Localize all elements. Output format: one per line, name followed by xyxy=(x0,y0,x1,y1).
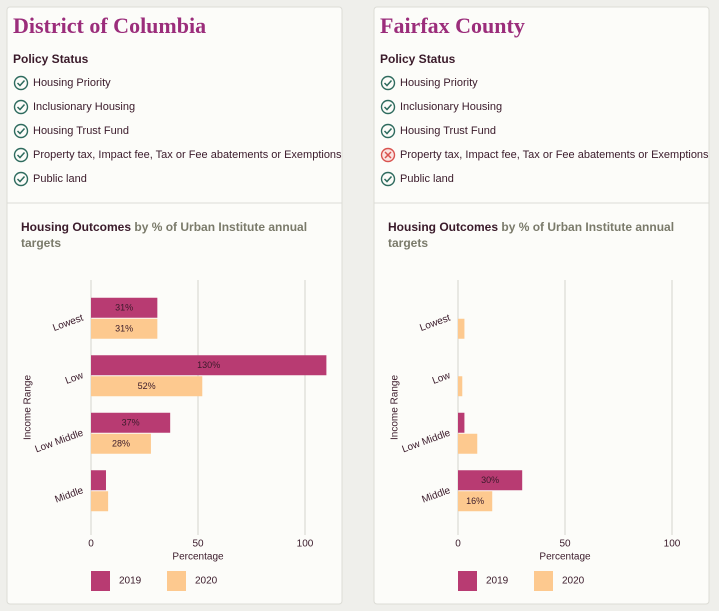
policy-heading: Policy Status xyxy=(13,52,89,66)
policy-heading: Policy Status xyxy=(380,52,456,66)
status-icon xyxy=(13,171,29,187)
value-label: 28% xyxy=(112,439,130,449)
legend-label: 2020 xyxy=(562,576,585,587)
panel: Fairfax County Policy Status Housing Prior… xyxy=(373,6,710,605)
bars xyxy=(91,297,327,512)
legend-label: 2020 xyxy=(195,576,218,587)
value-label: 31% xyxy=(115,324,133,334)
chart-title-box: Housing Outcomes by % of Urban Institute… xyxy=(388,219,678,251)
legend-label: 2019 xyxy=(486,576,509,587)
status-icon xyxy=(380,123,396,139)
status-icon xyxy=(13,123,29,139)
status-icon xyxy=(380,99,396,115)
bar xyxy=(91,491,109,512)
check xyxy=(16,103,26,111)
check xyxy=(16,127,26,135)
status-icon xyxy=(13,147,29,163)
check xyxy=(16,175,26,183)
policy-label: Public land xyxy=(400,173,454,185)
panel-title: District of Columbia xyxy=(13,13,206,38)
y-axis-label: Income Range xyxy=(23,375,34,440)
check xyxy=(16,151,26,159)
bar xyxy=(91,318,158,339)
panel-bg xyxy=(373,6,710,605)
value-label: 30% xyxy=(481,475,499,485)
legend-label: 2019 xyxy=(119,576,142,587)
policy-label: Inclusionary Housing xyxy=(33,101,135,113)
bar xyxy=(91,376,203,397)
value-label: 16% xyxy=(466,496,484,506)
panel: District of Columbia Policy Status Housing… xyxy=(6,6,343,605)
policy-label: Property tax, Impact fee, Tax or Fee aba… xyxy=(33,149,342,161)
bar xyxy=(458,376,463,397)
check xyxy=(16,79,26,87)
bars xyxy=(458,318,523,512)
bar xyxy=(91,355,327,376)
x-axis-label: Percentage xyxy=(172,552,224,563)
bar xyxy=(458,412,465,433)
chart-title: Housing Outcomes xyxy=(388,220,499,234)
x-tick-label: 100 xyxy=(297,539,314,550)
value-label: 130% xyxy=(197,360,220,370)
bar xyxy=(458,491,493,512)
cross xyxy=(384,151,392,159)
value-label: 37% xyxy=(122,418,140,428)
x-tick-label: 0 xyxy=(455,539,461,550)
policy-label: Inclusionary Housing xyxy=(400,101,502,113)
legend-swatch xyxy=(167,571,186,591)
value-label: 52% xyxy=(138,381,156,391)
chart-title-box: Housing Outcomes by % of Urban Institute… xyxy=(21,219,311,251)
value-label: 31% xyxy=(115,303,133,313)
x-axis-label: Percentage xyxy=(539,552,591,563)
status-icon xyxy=(13,75,29,91)
y-axis-label: Income Range xyxy=(390,375,401,440)
legend-swatch xyxy=(534,571,553,591)
status-icon xyxy=(380,171,396,187)
panel-title: Fairfax County xyxy=(380,13,525,38)
policy-label: Property tax, Impact fee, Tax or Fee aba… xyxy=(400,149,709,161)
x-tick-label: 50 xyxy=(192,539,204,550)
panel-bg xyxy=(6,6,343,605)
chart-subtitle: by % of Urban Institute annual targets xyxy=(21,220,308,250)
policy-label: Public land xyxy=(33,173,87,185)
legend-swatch xyxy=(458,571,477,591)
check xyxy=(383,175,393,183)
chart-title: Housing Outcomes by % of Urban Institute… xyxy=(388,219,678,251)
status-icon xyxy=(380,75,396,91)
policy-label: Housing Priority xyxy=(33,77,111,89)
bar xyxy=(91,470,106,491)
bar xyxy=(458,318,465,339)
check xyxy=(383,103,393,111)
bar xyxy=(458,433,478,454)
legend-swatch xyxy=(91,571,110,591)
policy-label: Housing Priority xyxy=(400,77,478,89)
policy-label: Housing Trust Fund xyxy=(400,125,496,137)
x-tick-label: 100 xyxy=(664,539,681,550)
bar xyxy=(458,470,523,491)
chart-title: Housing Outcomes xyxy=(21,220,132,234)
bar xyxy=(91,297,158,318)
check xyxy=(383,79,393,87)
bar xyxy=(91,433,151,454)
chart-title: Housing Outcomes by % of Urban Institute… xyxy=(21,219,311,251)
chart-subtitle: by % of Urban Institute annual targets xyxy=(388,220,675,250)
x-tick-label: 0 xyxy=(88,539,94,550)
bar xyxy=(91,412,171,433)
check xyxy=(383,127,393,135)
policy-label: Housing Trust Fund xyxy=(33,125,129,137)
x-tick-label: 50 xyxy=(559,539,571,550)
status-icon xyxy=(13,99,29,115)
